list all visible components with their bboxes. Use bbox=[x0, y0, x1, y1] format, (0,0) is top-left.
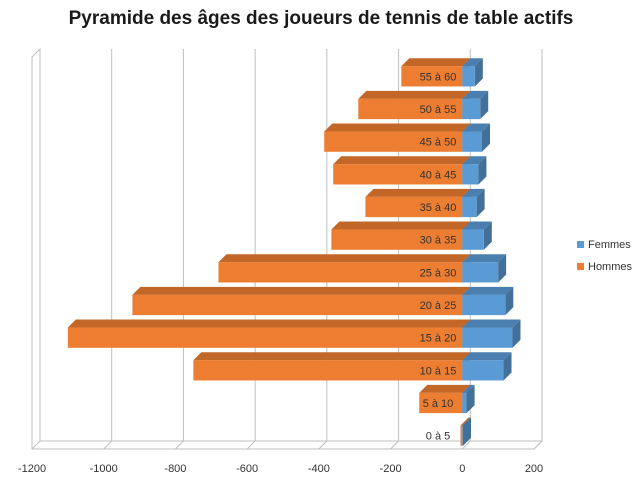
bar-hommes-top bbox=[193, 352, 471, 361]
grid-foot-6 bbox=[461, 440, 471, 450]
bar-hommes bbox=[324, 131, 463, 152]
bar-femmes-side bbox=[466, 384, 475, 414]
bar-femmes-top bbox=[462, 286, 514, 295]
bar-hommes bbox=[193, 360, 463, 381]
bar-hommes-top bbox=[132, 286, 471, 295]
grid-foot-2 bbox=[175, 440, 184, 450]
bar-hommes bbox=[67, 327, 463, 348]
legend-label-femmes: Femmes bbox=[588, 239, 631, 251]
bar-femmes-side bbox=[505, 286, 514, 316]
grid-foot-5 bbox=[390, 440, 399, 450]
bar-femmes-side bbox=[476, 188, 485, 218]
x-tick-label: -800 bbox=[164, 463, 186, 475]
x-tick-label: -600 bbox=[236, 463, 258, 475]
bar-hommes bbox=[365, 196, 463, 218]
bar-femmes-top bbox=[462, 188, 485, 197]
bar-femmes bbox=[462, 196, 477, 218]
bar-hommes bbox=[331, 229, 463, 250]
legend-label-hommes: Hommes bbox=[588, 261, 633, 273]
category-label: 25 à 30 bbox=[420, 267, 457, 279]
bar-hommes-top bbox=[401, 58, 471, 67]
category-label: 0 à 5 bbox=[426, 431, 450, 443]
bar-femmes bbox=[462, 327, 513, 348]
bar-hommes bbox=[358, 98, 463, 120]
bar-hommes bbox=[333, 164, 463, 185]
legend-swatch-femmes bbox=[577, 241, 584, 248]
bar-femmes bbox=[462, 164, 479, 185]
category-label: 30 à 35 bbox=[420, 235, 457, 247]
bar-femmes-top bbox=[462, 90, 489, 99]
grid-foot-3 bbox=[246, 440, 256, 450]
bar-femmes-top bbox=[462, 352, 512, 361]
bar-femmes bbox=[462, 262, 499, 283]
bar-femmes-side bbox=[478, 156, 487, 185]
bar-femmes-side bbox=[482, 123, 491, 152]
chart-title: Pyramide des âges des joueurs de tennis … bbox=[68, 8, 574, 29]
category-label: 35 à 40 bbox=[420, 202, 457, 214]
category-label: 5 à 10 bbox=[423, 398, 454, 410]
bar-hommes-top bbox=[365, 188, 471, 197]
bar-femmes-top bbox=[462, 384, 475, 393]
bar-hommes bbox=[419, 392, 463, 414]
bar-femmes-side bbox=[498, 254, 507, 283]
bar-femmes-side bbox=[483, 221, 492, 250]
bar-hommes-top bbox=[331, 221, 471, 230]
bar-hommes-top bbox=[324, 123, 471, 132]
bar-femmes-side bbox=[474, 58, 483, 87]
bar-femmes bbox=[462, 360, 504, 381]
bar-femmes bbox=[462, 229, 484, 250]
bar-femmes bbox=[462, 66, 475, 87]
category-label: 50 à 55 bbox=[420, 104, 457, 116]
category-label: 55 à 60 bbox=[420, 71, 457, 83]
bar-femmes-side bbox=[512, 319, 521, 348]
bar-hommes bbox=[460, 425, 463, 446]
grid-foot-0 bbox=[31, 440, 41, 450]
bar-hommes bbox=[401, 66, 463, 87]
bar-hommes-top bbox=[67, 319, 471, 328]
bar-hommes bbox=[218, 262, 463, 283]
bar-femmes-top bbox=[462, 123, 491, 132]
x-tick-label: 200 bbox=[525, 463, 543, 475]
x-tick-label: 0 bbox=[459, 463, 465, 475]
category-label: 20 à 25 bbox=[420, 300, 457, 312]
legend-swatch-hommes bbox=[577, 263, 584, 270]
bar-hommes-top bbox=[419, 384, 471, 393]
bar-femmes-top bbox=[462, 58, 483, 67]
bar-femmes bbox=[462, 131, 483, 152]
x-tick-label: -400 bbox=[308, 463, 330, 475]
bar-hommes-top bbox=[460, 417, 471, 426]
category-label: 40 à 45 bbox=[420, 169, 457, 181]
category-label: 45 à 50 bbox=[420, 137, 457, 149]
bar-femmes-side bbox=[480, 90, 489, 120]
bar-femmes-top bbox=[462, 254, 507, 263]
bar-femmes bbox=[462, 425, 464, 446]
category-label: 15 à 20 bbox=[420, 333, 457, 345]
left-wall bbox=[31, 47, 41, 449]
bar-femmes bbox=[462, 98, 481, 120]
x-tick-label: -1200 bbox=[18, 463, 46, 475]
category-label: 10 à 15 bbox=[420, 365, 457, 377]
bar-femmes bbox=[462, 392, 467, 414]
bar-femmes bbox=[462, 294, 506, 316]
bar-femmes-top bbox=[462, 221, 492, 230]
bar-hommes bbox=[132, 294, 463, 316]
bar-hommes-top bbox=[358, 90, 471, 99]
bar-femmes-side bbox=[463, 417, 472, 446]
grid-foot-4 bbox=[318, 440, 328, 450]
bar-femmes-top bbox=[462, 319, 521, 328]
bar-hommes-top bbox=[333, 156, 471, 165]
bar-femmes-top bbox=[462, 156, 487, 165]
x-tick-label: -200 bbox=[380, 463, 402, 475]
grid-foot-7 bbox=[533, 440, 543, 450]
x-tick-label: -1000 bbox=[90, 463, 118, 475]
bar-femmes-side bbox=[503, 352, 512, 381]
bar-hommes-top bbox=[218, 254, 471, 263]
grid-foot-1 bbox=[103, 440, 113, 450]
bar-femmes-top bbox=[462, 417, 472, 426]
